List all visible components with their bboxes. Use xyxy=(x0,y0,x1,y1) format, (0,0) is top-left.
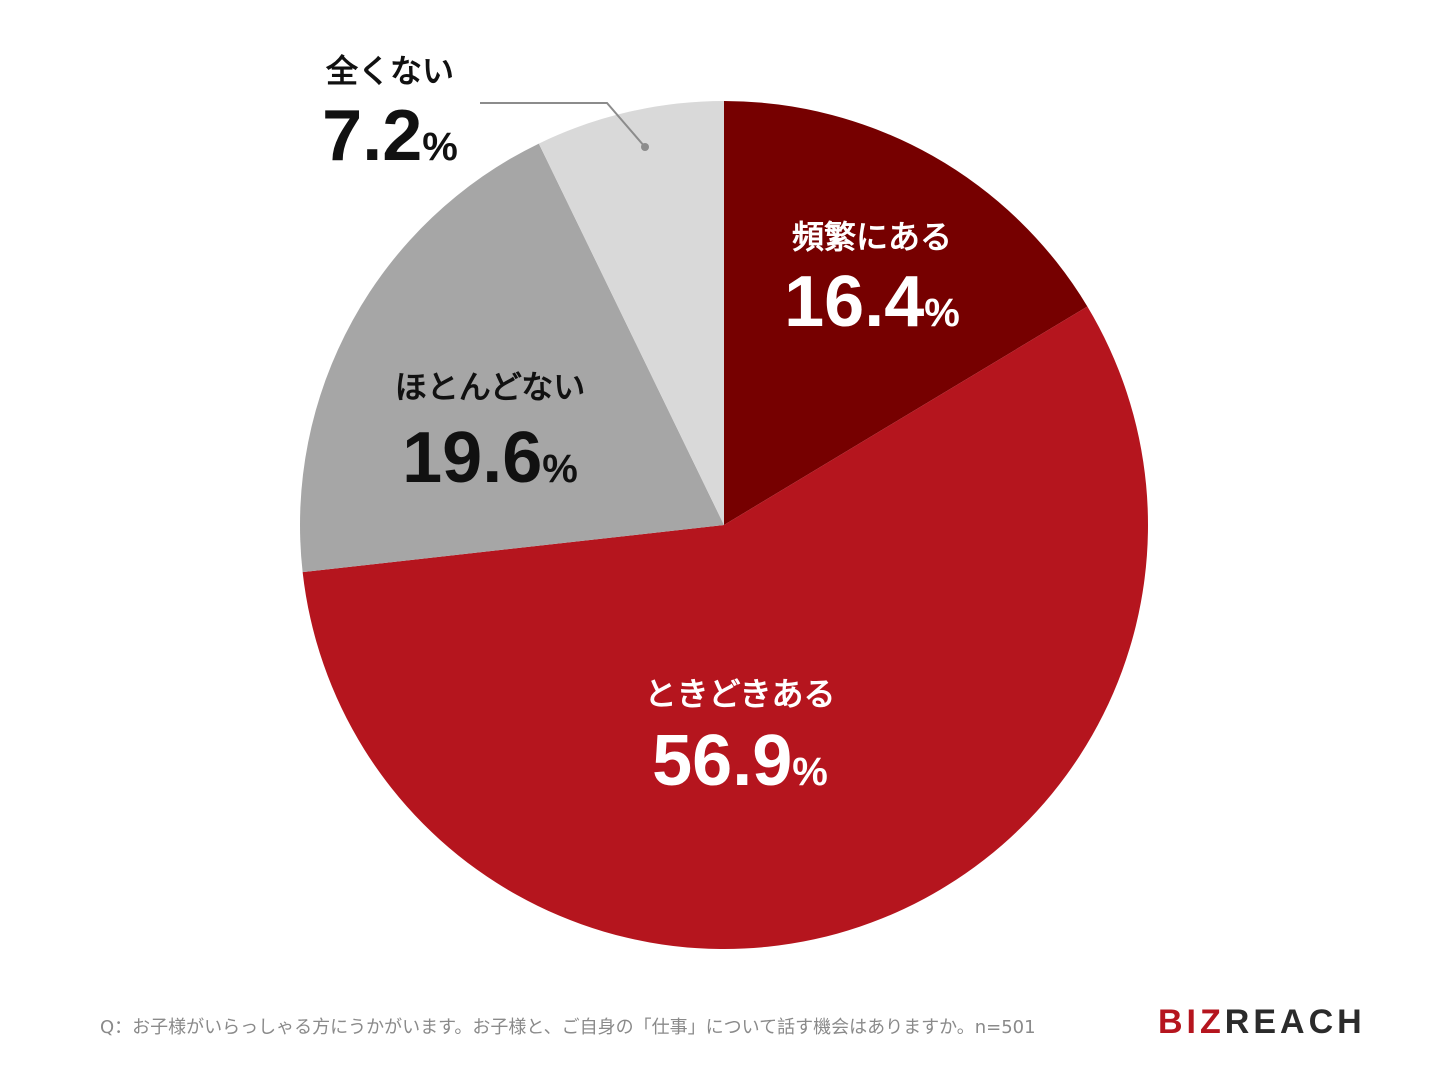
survey-question: Q：お子様がいらっしゃる方にうかがいます。お子様と、ご自身の「仕事」について話す… xyxy=(100,1017,1036,1038)
slice-label: 全くない xyxy=(325,52,454,90)
slice-value-label: 7.2% xyxy=(322,96,458,176)
percent-unit: % xyxy=(422,125,458,169)
slice-label: ほとんどない xyxy=(395,368,585,406)
percent-unit: % xyxy=(924,291,960,335)
slice-label: ときどきある xyxy=(644,675,835,713)
slice-label: 頻繁にある xyxy=(792,218,952,256)
brand-logo: BIZREACH xyxy=(1158,1003,1366,1042)
pie-slice xyxy=(724,101,1088,525)
pie-slice xyxy=(300,143,724,573)
percent-unit: % xyxy=(542,447,578,491)
leader-line xyxy=(480,102,646,148)
pie-slice xyxy=(302,306,1148,949)
leader-dot xyxy=(641,143,649,151)
percent-unit: % xyxy=(792,750,828,794)
brand-logo-reach: REACH xyxy=(1224,1003,1366,1041)
brand-logo-biz: BIZ xyxy=(1158,1003,1225,1041)
pie-slice xyxy=(538,101,724,525)
